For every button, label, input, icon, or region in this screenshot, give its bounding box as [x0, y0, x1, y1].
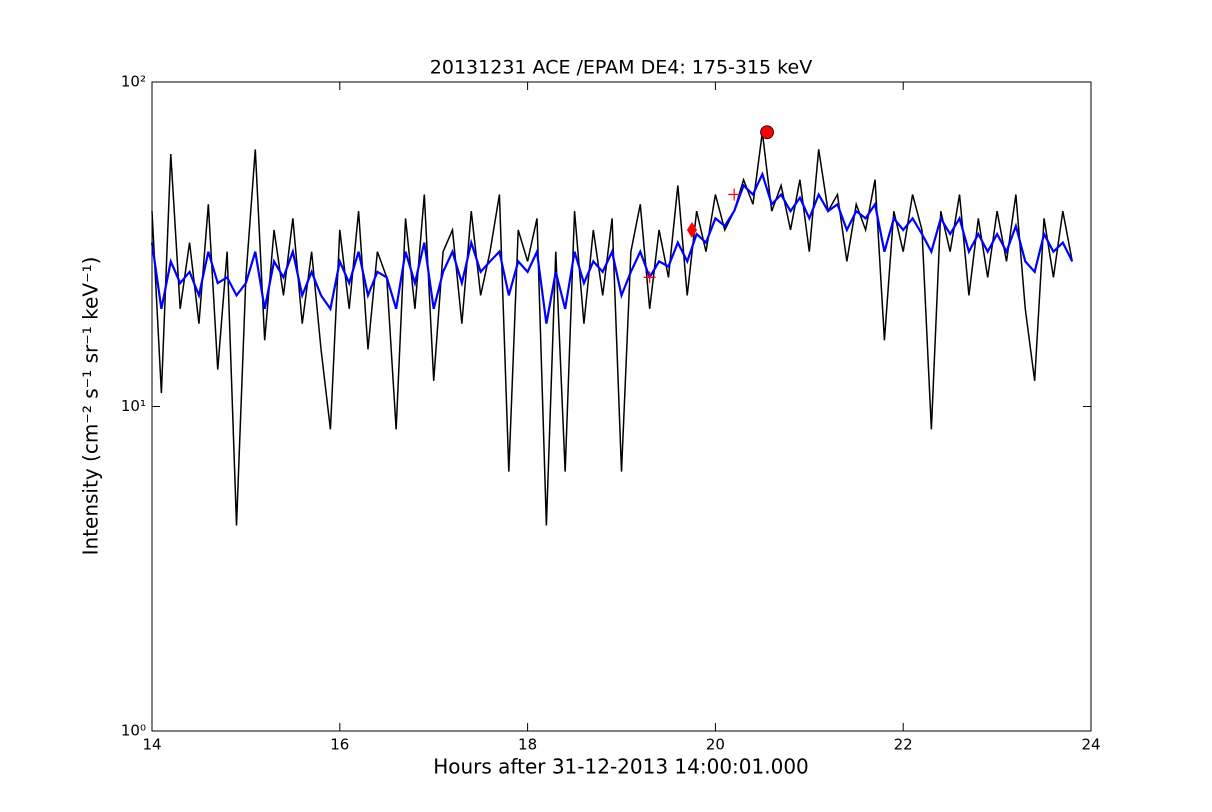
marker [728, 188, 741, 201]
marker [643, 271, 656, 284]
x-tick-label: 24 [1081, 736, 1100, 754]
y-tick-label: 10⁰ [121, 722, 146, 740]
chart-title: 20131231 ACE /EPAM DE4: 175-315 keV [430, 57, 812, 79]
x-tick-label: 16 [330, 736, 349, 754]
marker [686, 222, 698, 238]
x-tick-label: 22 [894, 736, 913, 754]
x-axis-label: Hours after 31-12-2013 14:00:01.000 [433, 755, 809, 779]
x-tick-label: 14 [142, 736, 161, 754]
x-tick-label: 20 [706, 736, 725, 754]
y-tick-label: 10² [121, 73, 146, 91]
y-tick-label: 10¹ [121, 397, 146, 415]
marker [760, 125, 774, 140]
y-axis-label: Intensity (cm⁻² s⁻¹ sr⁻¹ keV⁻¹) [79, 257, 103, 556]
data-line [150, 171, 1074, 324]
x-tick-label: 18 [518, 736, 537, 754]
data-line [151, 132, 1073, 526]
